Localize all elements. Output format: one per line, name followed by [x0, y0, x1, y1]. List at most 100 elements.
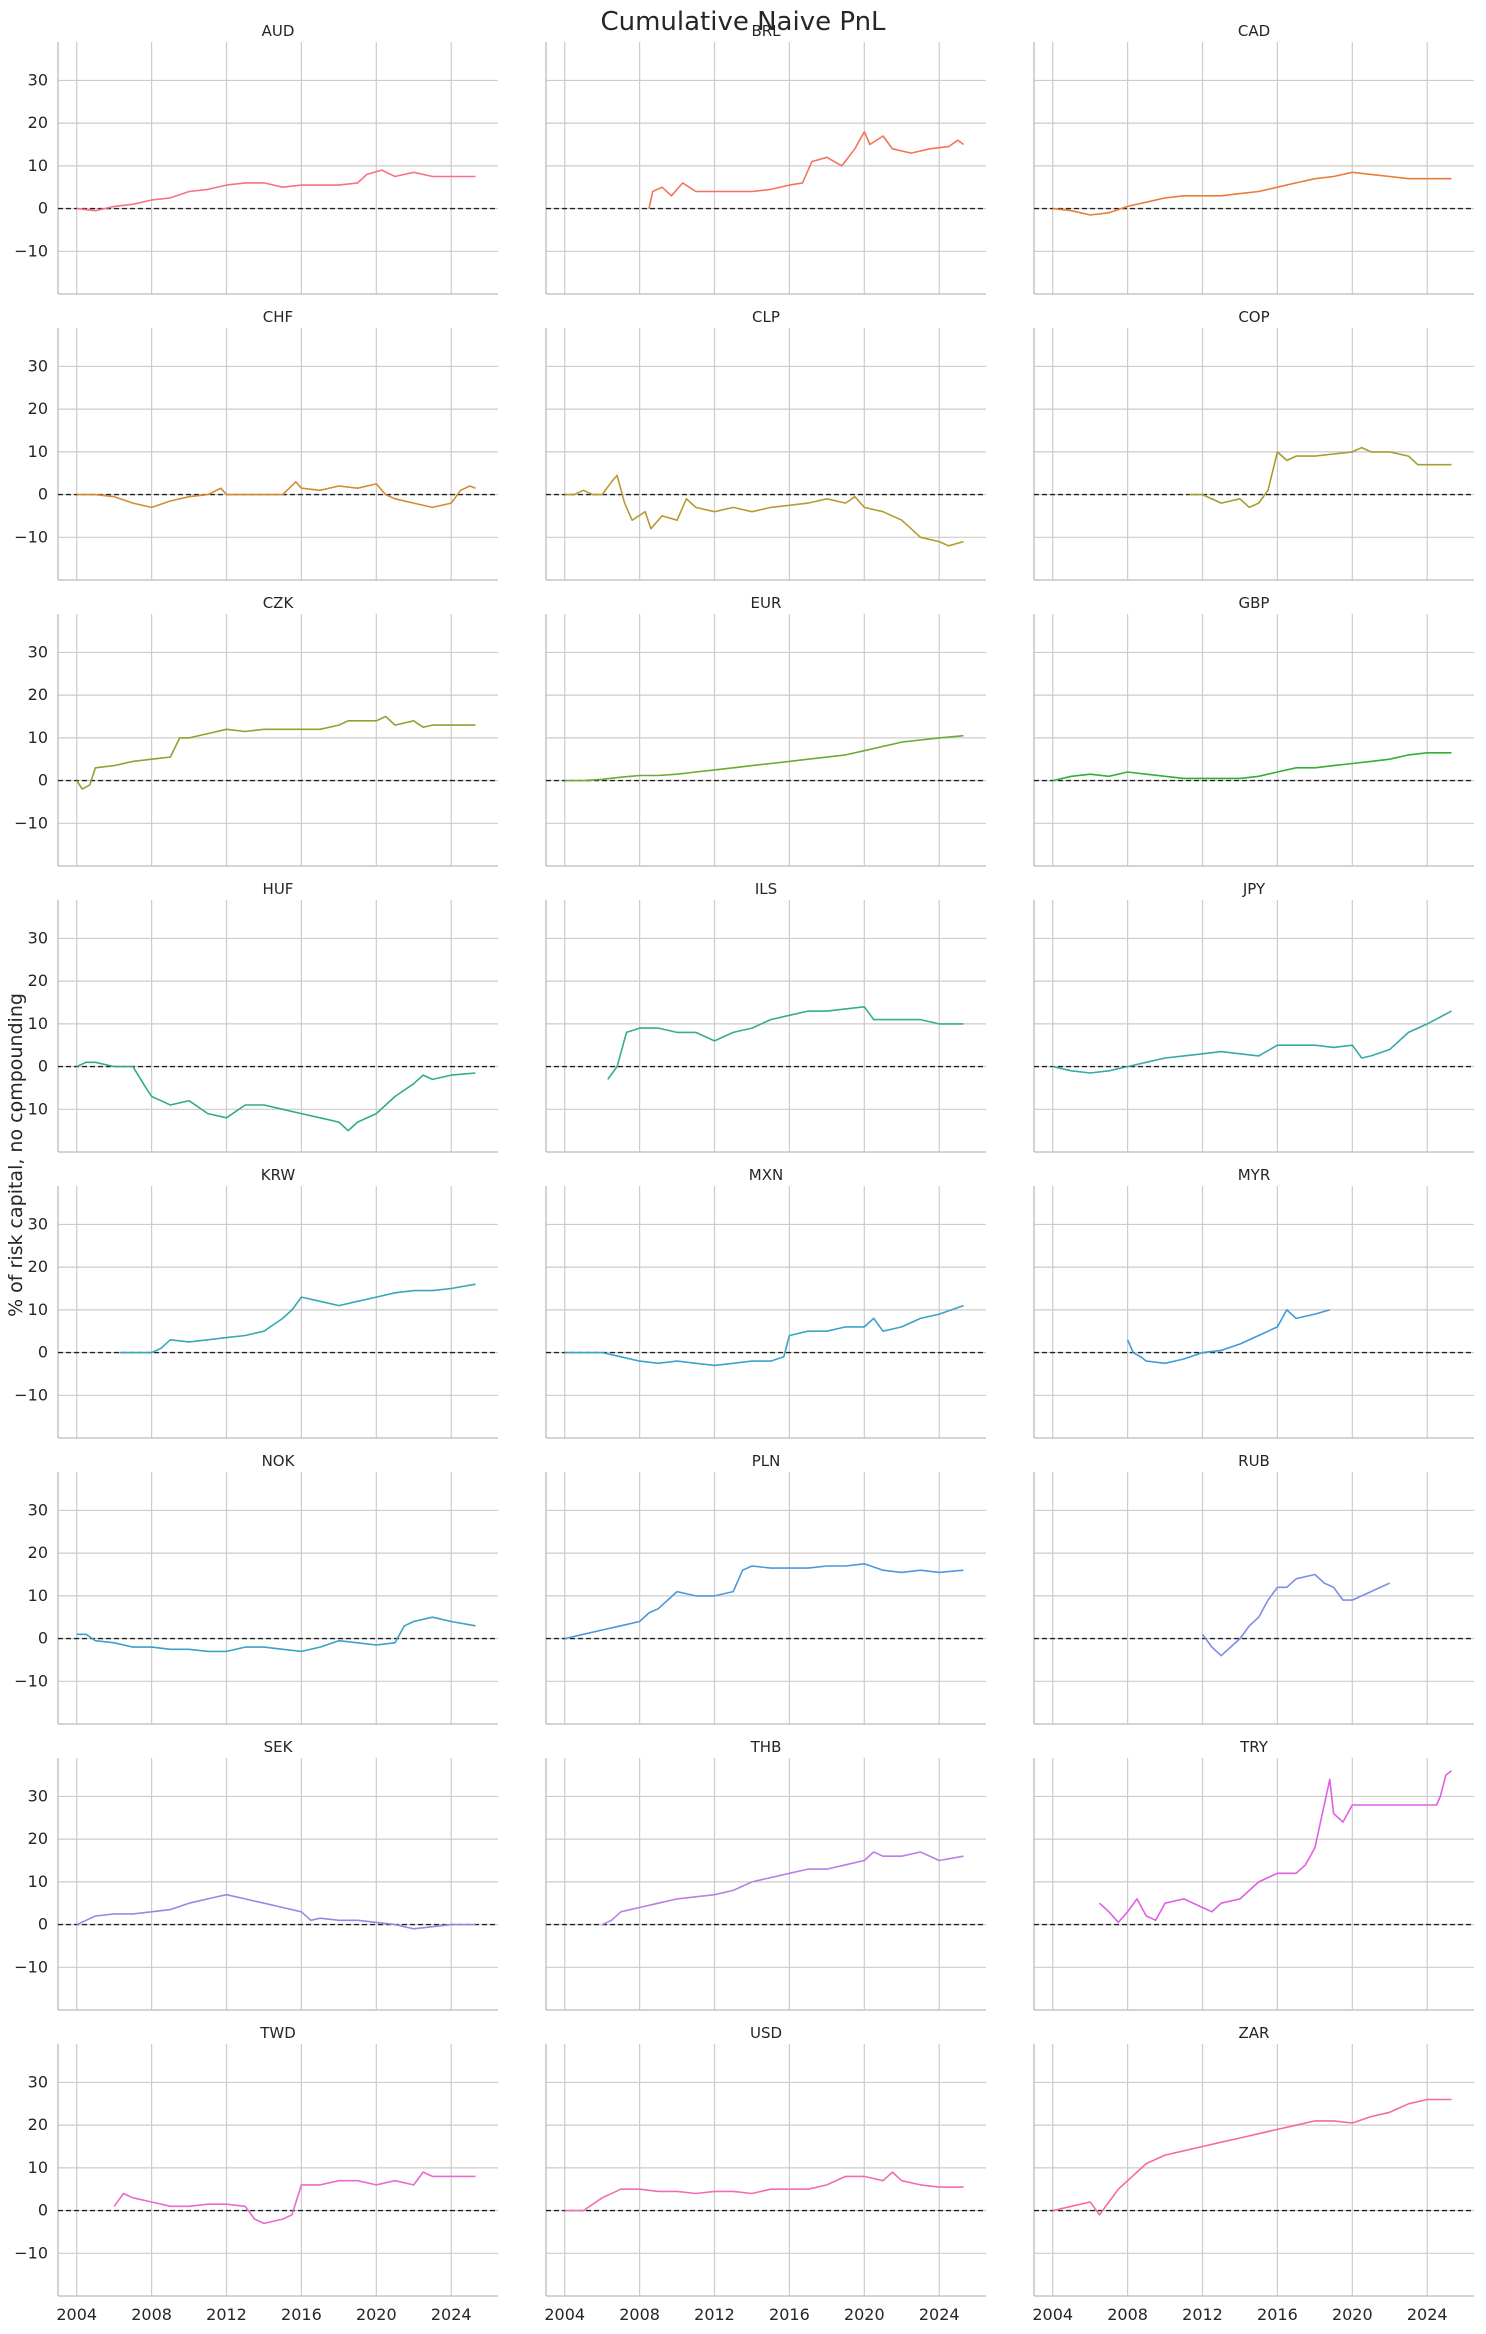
- panel-usd: USD 2004 2008 2012 2016 2020 2024: [544, 2024, 986, 2324]
- y-tick-label: 20: [28, 1829, 48, 1848]
- panel-ils: ILS: [545, 880, 986, 1153]
- y-tick-label: 0: [38, 199, 48, 218]
- series-line-huf: [76, 1061, 476, 1132]
- y-tick-label: 0: [38, 1343, 48, 1362]
- panel-title: ILS: [755, 880, 777, 898]
- panel-title: NOK: [262, 1452, 296, 1470]
- y-tick-label: 20: [28, 1543, 48, 1562]
- y-tick-label: 30: [28, 70, 48, 89]
- y-tick-label: −10: [14, 1671, 48, 1690]
- series-line-brl: [648, 130, 964, 209]
- x-tick-label: 2008: [1107, 2305, 1148, 2324]
- panel-eur: EUR: [545, 594, 986, 867]
- panel-twd: TWD −10 0 10 20 30 2004 2008 2012 2016 2020 2024: [14, 2024, 498, 2324]
- y-tick-label: 10: [28, 728, 48, 747]
- series-line-mxn: [564, 1304, 964, 1367]
- y-tick-label: 10: [28, 156, 48, 175]
- series-line-thb: [601, 1851, 964, 1926]
- panel-jpy: JPY: [1033, 880, 1474, 1153]
- y-tick-label: −10: [14, 813, 48, 832]
- panel-title: USD: [750, 2024, 782, 2042]
- series-line-czk: [76, 715, 476, 790]
- y-tick-label: 20: [28, 2115, 48, 2134]
- x-tick-label: 2012: [694, 2305, 735, 2324]
- panel-myr: MYR: [1033, 1166, 1474, 1439]
- panel-title: COP: [1238, 308, 1269, 326]
- panel-title: CHF: [263, 308, 293, 326]
- series-line-pln: [564, 1563, 964, 1640]
- series-line-cop: [1189, 446, 1452, 509]
- x-tick-label: 2024: [431, 2305, 472, 2324]
- y-tick-label: 10: [28, 442, 48, 461]
- series-line-sek: [76, 1893, 476, 1930]
- y-tick-label: 0: [38, 1057, 48, 1076]
- y-tick-label: 10: [28, 1872, 48, 1891]
- x-tick-label: 2016: [769, 2305, 810, 2324]
- y-tick-label: 10: [28, 2158, 48, 2177]
- y-tick-label: 30: [28, 1786, 48, 1805]
- x-tick-label: 2004: [56, 2305, 97, 2324]
- x-tick-label: 2012: [1182, 2305, 1223, 2324]
- y-tick-label: 0: [38, 2201, 48, 2220]
- panel-brl: BRL: [545, 22, 986, 295]
- panel-gbp: GBP: [1033, 594, 1474, 867]
- y-tick-label: 0: [38, 485, 48, 504]
- y-tick-label: 20: [28, 113, 48, 132]
- x-tick-label: 2016: [281, 2305, 322, 2324]
- y-tick-label: 20: [28, 971, 48, 990]
- y-tick-label: −10: [14, 2243, 48, 2262]
- y-tick-label: 20: [28, 399, 48, 418]
- y-tick-label: 30: [28, 1500, 48, 1519]
- panel-cad: CAD: [1033, 22, 1474, 295]
- series-line-chf: [76, 481, 476, 509]
- panel-sek: SEK −10 0 10 20 30: [14, 1738, 498, 2011]
- panel-krw: KRW −10 0 10 20 30: [14, 1166, 498, 1439]
- panel-title: PLN: [752, 1452, 781, 1470]
- panel-title: SEK: [264, 1738, 294, 1756]
- y-tick-label: 0: [38, 1915, 48, 1934]
- panel-huf: HUF −10 0 10 20 30: [14, 880, 498, 1153]
- series-line-krw: [119, 1283, 476, 1354]
- panel-czk: CZK −10 0 10 20 30: [14, 594, 498, 867]
- panel-cop: COP: [1033, 308, 1474, 581]
- panel-clp: CLP: [545, 308, 986, 581]
- panels: AUD −10 0 10 20 30 BRL CAD CHF −10 0 10 20 30 CLP COP CZ…: [14, 22, 1474, 2324]
- panel-title: CLP: [752, 308, 780, 326]
- panel-title: BRL: [751, 22, 781, 40]
- panel-pln: PLN: [545, 1452, 986, 1725]
- y-tick-label: 10: [28, 1014, 48, 1033]
- panel-title: TWD: [259, 2024, 296, 2042]
- series-line-nok: [76, 1616, 476, 1653]
- series-line-jpy: [1052, 1010, 1452, 1074]
- y-tick-label: −10: [14, 1099, 48, 1118]
- y-tick-label: 10: [28, 1586, 48, 1605]
- series-line-rub: [1201, 1573, 1391, 1657]
- series-line-eur: [564, 734, 964, 782]
- panel-title: THB: [750, 1738, 782, 1756]
- panel-title: JPY: [1242, 880, 1266, 898]
- series-line-aud: [76, 169, 476, 212]
- panel-try: TRY: [1033, 1738, 1474, 2011]
- y-tick-label: 30: [28, 928, 48, 947]
- panel-title: EUR: [751, 594, 782, 612]
- series-line-usd: [564, 2171, 964, 2212]
- series-line-cad: [1052, 171, 1452, 216]
- x-tick-label: 2020: [356, 2305, 397, 2324]
- panel-chf: CHF −10 0 10 20 30: [14, 308, 498, 581]
- panel-title: CZK: [263, 594, 295, 612]
- y-tick-label: −10: [14, 527, 48, 546]
- panel-title: AUD: [262, 22, 295, 40]
- y-tick-label: 30: [28, 642, 48, 661]
- panel-title: MXN: [749, 1166, 783, 1184]
- y-tick-label: −10: [14, 241, 48, 260]
- series-line-try: [1098, 1770, 1452, 1924]
- x-tick-label: 2008: [131, 2305, 172, 2324]
- y-tick-label: 20: [28, 1257, 48, 1276]
- chart-title: Cumulative Naive PnL: [600, 7, 886, 37]
- x-tick-label: 2016: [1257, 2305, 1298, 2324]
- series-line-myr: [1126, 1309, 1331, 1365]
- series-line-zar: [1052, 2098, 1452, 2216]
- x-tick-label: 2004: [544, 2305, 585, 2324]
- y-axis-label: % of risk capital, no compounding: [5, 993, 27, 1317]
